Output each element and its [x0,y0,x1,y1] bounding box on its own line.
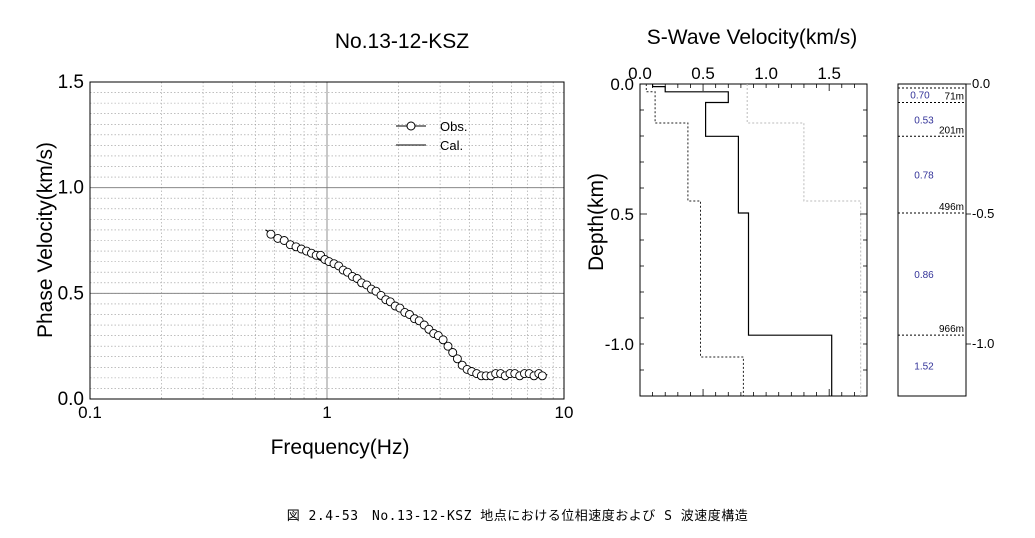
s-wave-velocity-profiles [645,84,862,396]
phase-velocity-chart: No.13-12-KSZ 0.1 1 10 0.0 0.5 1.0 1.5 Frequenc… [34,30,573,459]
layer-velocity-label: 1.52 [914,362,934,373]
s-wave-velocity-chart: S-Wave Velocity(km/s) 0.0 0.5 1.0 1.5 0.0 0.5… [585,26,868,397]
layer-scale-tick-label: 0.0 [972,76,990,91]
layer-velocity-label: 0.53 [914,115,934,126]
x-tick-label: 1 [322,403,331,422]
velocity-tick-label: 0.0 [628,64,652,83]
obs-point [279,236,289,245]
obs-point [443,341,453,351]
y-tick-label: 1.5 [58,72,84,93]
velocity-tick-label: 1.5 [817,64,841,83]
phase-velocity-plot-frame [89,81,565,400]
legend-obs-label: Obs. [440,119,467,134]
layer-velocity-label: 0.78 [914,171,934,182]
phase-velocity-ticks: 0.1 1 10 0.0 0.5 1.0 1.5 [58,72,574,422]
velocity-tick-label: 0.5 [691,64,715,83]
obs-point [452,354,462,364]
phase-velocity-y-axis-label: Phase Velocity(km/s) [34,142,57,338]
layer-boundary-depth-label: 966m [939,324,964,335]
phase-velocity-chart-title: No.13-12-KSZ [335,30,469,53]
y-tick-label: 0.0 [58,389,84,410]
s-wave-velocity-plot-frame [639,83,868,397]
layer-boundaries: 71m 0.70 201m 0.53 496m 0.78 966m 0.86 1.52 0.0 -0… [898,76,994,373]
obs-point [266,229,276,239]
obs-series [266,229,547,381]
x-tick-label: 0.1 [78,403,102,422]
figure-caption: 図 2.4-53 No.13-12-KSZ 地点における位相速度および S 波速… [286,509,749,524]
velocity-profile-dotted-dark [645,84,744,396]
legend: Obs. Cal. [396,119,467,153]
layer-velocity-label: 0.70 [910,90,930,101]
velocity-tick-label: 1.0 [754,64,778,83]
layer-column-frame [897,83,967,397]
depth-tick-label: 0.0 [610,75,634,94]
layer-scale-tick-label: -1.0 [972,336,994,351]
legend-cal-label: Cal. [440,138,463,153]
phase-velocity-grid [90,82,564,399]
layer-boundary-depth-label: 201m [939,125,964,136]
depth-axis-label: Depth(km) [585,173,608,271]
layer-scale-tick-label: -0.5 [972,206,994,221]
s-wave-velocity-ticks: 0.0 0.5 1.0 1.5 0.0 0.5 -1.0 [605,64,868,397]
velocity-profile-dotted-light [746,84,862,396]
layer-boundary-depth-label: 71m [945,91,964,102]
legend-obs-marker [406,121,416,131]
y-tick-label: 1.0 [58,178,84,199]
obs-point [438,335,448,345]
depth-tick-label: 0.5 [610,205,634,224]
depth-tick-label: -1.0 [605,335,634,354]
s-wave-velocity-chart-title: S-Wave Velocity(km/s) [647,26,857,49]
velocity-profile-solid [652,84,833,396]
layer-boundary-depth-label: 496m [939,202,964,213]
y-tick-label: 0.5 [58,283,84,304]
phase-velocity-x-axis-label: Frequency(Hz) [271,436,410,459]
x-tick-label: 10 [555,403,574,422]
obs-point [448,348,458,357]
obs-point [537,371,547,381]
layer-velocity-label: 0.86 [914,270,934,281]
layer-structure-column: 71m 0.70 201m 0.53 496m 0.78 966m 0.86 1.52 0.0 -0… [897,76,994,397]
